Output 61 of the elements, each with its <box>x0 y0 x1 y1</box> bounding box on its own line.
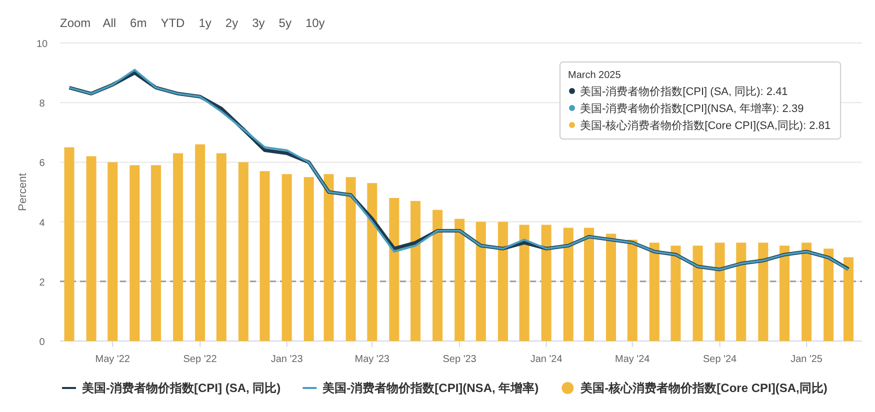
bar <box>498 222 508 341</box>
legend-label: 美国-核心消费者物价指数[Core CPI](SA,同比) <box>580 381 828 395</box>
bar <box>670 246 681 341</box>
bar <box>843 257 854 341</box>
legend-label: 美国-消费者物价指数[CPI](NSA, 年增率) <box>322 381 539 395</box>
bar <box>195 144 206 341</box>
bar <box>410 200 420 341</box>
legend-label: 美国-消费者物价指数[CPI] (SA, 同比) <box>81 381 281 395</box>
bar <box>173 153 184 341</box>
y-tick-label: 10 <box>36 39 48 50</box>
bar <box>780 246 790 341</box>
bar <box>692 246 703 341</box>
y-axis-title: Percent <box>17 173 29 211</box>
zoom-controls: Zoom All 6m YTD 1y 2y 3y 5y 10y <box>60 16 325 30</box>
annotation: 美国-核心消费者物价指数[Core CPI](SA,同比): 2.81 <box>580 119 831 132</box>
bar <box>627 240 638 341</box>
y-tick-label: 8 <box>39 98 46 110</box>
bar <box>476 222 486 341</box>
bar <box>346 177 356 341</box>
annotation: 美国-消费者物价指数[CPI] (SA, 同比): 2.41 <box>580 85 788 98</box>
bar <box>150 165 161 341</box>
x-tick-label: Jan '24 <box>530 354 563 365</box>
bar <box>432 210 443 341</box>
bar <box>64 147 74 341</box>
y-tick-label: 2 <box>39 277 46 288</box>
x-tick-label: Jan '25 <box>790 354 823 365</box>
bar <box>260 171 270 341</box>
annotation: March 2025 <box>568 70 622 81</box>
y-tick-label: 6 <box>39 158 46 170</box>
bar <box>86 156 96 341</box>
y-tick-label: 4 <box>39 218 46 229</box>
x-tick-label: May '22 <box>95 354 130 365</box>
bar <box>736 242 746 341</box>
bar <box>216 153 226 341</box>
bar <box>238 162 248 341</box>
bar <box>563 228 574 341</box>
x-tick-label: May '24 <box>615 354 650 365</box>
bar <box>824 248 834 341</box>
bar <box>584 228 594 341</box>
bar <box>714 242 725 341</box>
x-tick-label: Sep '24 <box>702 354 738 365</box>
bar <box>649 242 660 341</box>
bar <box>108 162 118 341</box>
bar <box>454 218 465 341</box>
x-tick-label: Sep '22 <box>183 354 218 365</box>
x-tick-label: Jan '23 <box>270 354 304 365</box>
bar <box>304 177 314 341</box>
x-tick-label: Sep '23 <box>442 354 477 365</box>
x-tick-label: May '23 <box>354 354 390 365</box>
y-tick-label: 0 <box>39 337 46 348</box>
bar <box>758 242 768 341</box>
bar <box>519 224 530 341</box>
bar <box>606 234 616 341</box>
bar <box>541 224 552 341</box>
annotation: 美国-消费者物价指数[CPI](NSA, 年增率): 2.39 <box>580 102 804 115</box>
bar <box>367 183 378 341</box>
bar <box>324 174 334 341</box>
bar <box>282 174 292 341</box>
bar <box>802 242 812 341</box>
bar <box>389 198 400 341</box>
bar <box>130 165 140 341</box>
